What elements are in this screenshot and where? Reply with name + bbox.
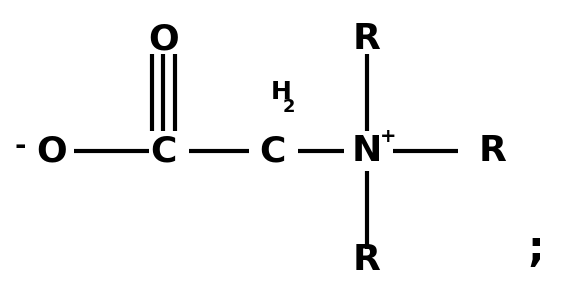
Text: O: O [36,134,67,168]
Text: C: C [259,134,285,168]
Text: R: R [353,22,380,56]
Text: H: H [270,80,291,104]
Text: ;: ; [527,228,544,270]
Text: -: - [14,133,26,160]
Text: R: R [353,243,380,277]
Text: R: R [479,134,507,168]
Text: C: C [150,134,176,168]
Text: O: O [148,22,179,56]
Text: N: N [351,134,382,168]
Text: 2: 2 [282,98,295,116]
Text: +: + [380,127,397,146]
